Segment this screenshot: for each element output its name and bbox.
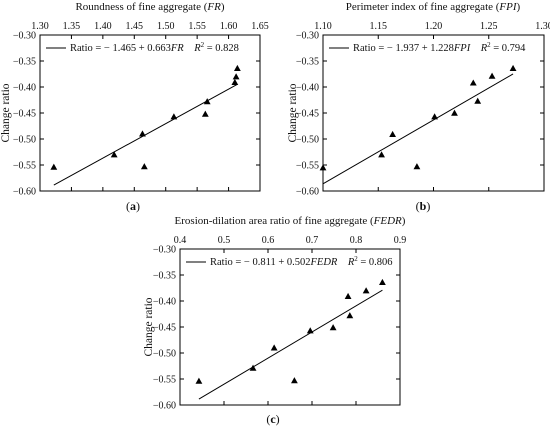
chart-panel-b: 1.10 1.15 1.20 1.25 1.30 −0.60 −0.55 −0.50 −0.45… [287, 1, 550, 213]
y-tick-label: −0.55 [153, 375, 176, 386]
x-axis-title: Perimeter index of fine aggregate (FPI) [346, 1, 521, 13]
data-point [249, 364, 257, 371]
fit-equation: Ratio = − 0.811 + 0.502FEDR R2 = 0.806 [210, 255, 393, 268]
y-tick-label: −0.30 [13, 31, 36, 42]
y-tick-label: −0.30 [153, 245, 176, 256]
fit-line [198, 289, 383, 400]
x-axis-title: Erosion-dilation area ratio of fine aggr… [175, 215, 406, 227]
fit-line [53, 83, 238, 186]
data-point [344, 292, 352, 300]
y-tick-label: −0.45 [153, 323, 176, 334]
y-tick-label: −0.30 [296, 31, 319, 42]
y-axis-title: Change ratio [287, 83, 299, 142]
panel-label: (c) [266, 412, 279, 426]
data-point [110, 151, 118, 158]
y-tick-label: −0.55 [296, 161, 319, 172]
x-tick-label: 0.6 [262, 235, 275, 246]
fit-line [322, 73, 514, 185]
data-point [329, 324, 337, 331]
chart-panel-a: 1.30 1.35 1.40 1.45 1.50 1.55 1.60 1.65 −0.60 −0.… [0, 1, 269, 213]
panel-label: (b) [416, 199, 431, 213]
y-tick-label: −0.35 [13, 57, 36, 68]
data-point [170, 113, 178, 120]
data-point [378, 151, 385, 158]
data-point [362, 287, 370, 294]
data-point [203, 98, 211, 105]
data-point [195, 377, 203, 384]
x-tick-label: 0.9 [394, 235, 407, 246]
data-point [413, 163, 421, 170]
y-tick-label: −0.35 [153, 271, 176, 282]
x-tick-label: 1.15 [370, 21, 388, 32]
panel-label: (a) [126, 199, 140, 213]
plot-frame [322, 34, 545, 192]
x-tick-label: 1.30 [31, 21, 49, 32]
x-tick-label: 1.60 [220, 21, 238, 32]
x-tick-label: 0.8 [350, 235, 363, 246]
data-point [488, 72, 496, 79]
fit-equation: Ratio = − 1.937 + 1.228FPI R2 = 0.794 [353, 41, 526, 54]
x-tick-label: 1.50 [157, 21, 175, 32]
data-point [140, 163, 148, 170]
y-axis-title: Change ratio [0, 83, 12, 142]
y-tick-label: −0.40 [13, 83, 36, 94]
y-tick-label: −0.60 [153, 401, 176, 412]
x-tick-label: 1.45 [126, 21, 144, 32]
x-tick-label: 0.7 [306, 235, 319, 246]
data-point [231, 78, 239, 86]
fit-equation: Ratio = − 1.465 + 0.663FR R2 = 0.828 [70, 41, 239, 54]
data-point [379, 278, 386, 285]
y-tick-label: −0.40 [153, 297, 176, 308]
data-point [431, 113, 439, 120]
data-point [201, 110, 209, 117]
y-tick-label: −0.55 [13, 161, 36, 172]
x-tick-label: 1.30 [535, 21, 550, 32]
x-tick-label: 0.4 [174, 235, 187, 246]
data-point [346, 312, 354, 319]
plot-frame [179, 248, 401, 406]
data-point [232, 73, 240, 80]
x-tick-label: 1.10 [314, 21, 332, 32]
data-point [50, 163, 58, 170]
data-point [319, 164, 327, 171]
x-axis-title: Roundness of fine aggregate (FR) [75, 1, 224, 13]
y-tick-label: −0.45 [13, 109, 36, 120]
plot-frame [39, 34, 261, 192]
data-point [233, 64, 241, 71]
x-tick-label: 1.55 [188, 21, 206, 32]
y-tick-label: −0.40 [296, 83, 319, 94]
y-tick-label: −0.60 [13, 187, 36, 198]
data-point [270, 344, 278, 351]
data-point [451, 109, 458, 116]
x-tick-label: 0.5 [218, 235, 231, 246]
data-point [139, 130, 146, 137]
data-point [306, 327, 314, 334]
data-point [474, 97, 482, 104]
y-tick-label: −0.50 [296, 135, 319, 146]
data-point [509, 64, 517, 71]
y-tick-label: −0.45 [296, 109, 319, 120]
x-tick-label: 1.65 [251, 21, 269, 32]
y-tick-label: −0.35 [296, 57, 319, 68]
chart-panel-c: 0.4 0.5 0.6 0.7 0.8 0.9 −0.60 −0.55 −0.50 −0.45 −0… [143, 215, 406, 426]
x-tick-label: 1.20 [425, 21, 443, 32]
y-tick-label: −0.60 [296, 187, 319, 198]
y-axis-title: Change ratio [143, 297, 155, 356]
y-tick-label: −0.50 [13, 135, 36, 146]
data-point [469, 79, 477, 86]
x-tick-label: 1.40 [94, 21, 112, 32]
x-tick-label: 1.35 [63, 21, 81, 32]
y-tick-label: −0.50 [153, 349, 176, 360]
data-point [291, 377, 298, 384]
x-tick-label: 1.25 [480, 21, 498, 32]
data-point [389, 130, 397, 138]
